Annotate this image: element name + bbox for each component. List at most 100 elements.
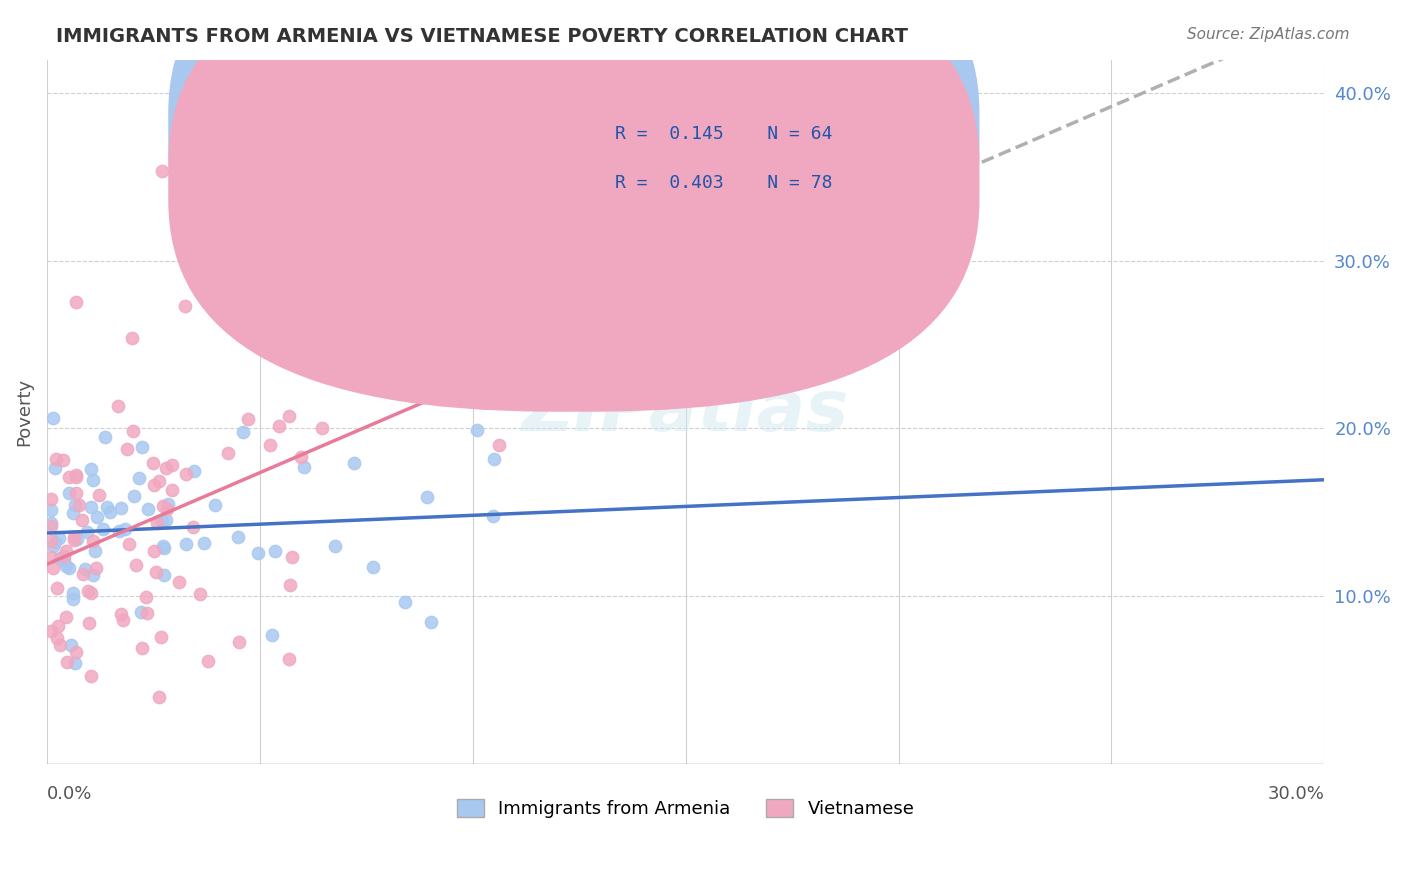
Text: 30.0%: 30.0% [1268, 785, 1324, 803]
Point [82, 568, 104, 582]
Point [107, 399, 129, 413]
Point [204, 498, 226, 512]
Point [232, 425, 254, 439]
Point [41, 534, 63, 549]
Point [82, 473, 104, 487]
Point [70, 513, 93, 527]
Point [280, 578, 302, 592]
Point [125, 558, 148, 573]
Point [311, 421, 333, 435]
Point [117, 536, 139, 550]
Text: 0.0%: 0.0% [46, 785, 93, 803]
Legend: Immigrants from Armenia, Vietnamese: Immigrants from Armenia, Vietnamese [450, 791, 922, 825]
Text: Source: ZipAtlas.com: Source: ZipAtlas.com [1187, 27, 1350, 42]
Point [91, 522, 114, 536]
Point [62, 591, 84, 606]
Point [264, 543, 287, 558]
Point [39, 550, 62, 565]
Point [80, 500, 103, 514]
Point [226, 530, 249, 544]
Point [148, 474, 170, 488]
Point [63, 530, 86, 544]
Point [155, 513, 177, 527]
Point [63, 533, 86, 547]
Point [420, 615, 443, 629]
Point [193, 535, 215, 549]
Point [394, 595, 416, 609]
Point [183, 464, 205, 478]
Text: R =  0.403    N = 78: R = 0.403 N = 78 [616, 174, 832, 192]
Point [169, 574, 191, 589]
Point [77, 583, 100, 598]
Text: IMMIGRANTS FROM ARMENIA VS VIETNAMESE POVERTY CORRELATION CHART: IMMIGRANTS FROM ARMENIA VS VIETNAMESE PO… [56, 27, 908, 45]
Point [484, 452, 506, 467]
Point [82, 533, 104, 548]
Point [281, 549, 304, 564]
Point [39, 624, 62, 638]
Point [112, 613, 135, 627]
Point [160, 458, 183, 472]
Point [76, 525, 98, 540]
Point [246, 546, 269, 560]
Point [114, 522, 136, 536]
Point [110, 500, 132, 515]
Point [150, 514, 173, 528]
Point [63, 498, 86, 512]
Point [48, 638, 70, 652]
Point [80, 462, 103, 476]
FancyBboxPatch shape [520, 91, 928, 243]
Point [67, 498, 90, 512]
Point [44, 534, 66, 549]
Point [156, 497, 179, 511]
Point [129, 605, 152, 619]
Point [86, 510, 108, 524]
Point [62, 586, 84, 600]
Point [55, 543, 77, 558]
Point [153, 568, 176, 582]
Point [122, 490, 145, 504]
Point [174, 537, 197, 551]
Point [155, 460, 177, 475]
Point [83, 543, 105, 558]
Point [52, 549, 75, 564]
Point [66, 532, 89, 546]
Point [238, 412, 260, 426]
Point [278, 651, 301, 665]
Point [115, 442, 138, 457]
Point [59, 638, 82, 652]
Point [136, 606, 159, 620]
Point [142, 544, 165, 558]
Point [65, 486, 87, 500]
Point [145, 565, 167, 579]
Point [94, 430, 117, 444]
Point [488, 438, 510, 452]
Point [131, 640, 153, 655]
Point [65, 470, 87, 484]
Point [52, 552, 75, 566]
Point [197, 654, 219, 668]
Point [58, 561, 80, 575]
Point [39, 518, 62, 533]
Point [188, 586, 211, 600]
Point [87, 487, 110, 501]
Text: ZIPatlas: ZIPatlas [522, 377, 849, 446]
Point [110, 607, 132, 622]
Point [290, 450, 312, 464]
Point [46, 619, 69, 633]
Point [108, 524, 131, 539]
Point [148, 690, 170, 704]
Point [136, 501, 159, 516]
Point [128, 471, 150, 485]
Point [55, 559, 77, 574]
Point [121, 331, 143, 345]
Point [98, 505, 121, 519]
Point [160, 483, 183, 498]
Point [46, 582, 69, 596]
Point [174, 467, 197, 482]
Point [416, 490, 439, 504]
Point [142, 456, 165, 470]
Point [173, 299, 195, 313]
Point [46, 631, 69, 645]
Point [467, 423, 489, 437]
Point [80, 668, 103, 682]
